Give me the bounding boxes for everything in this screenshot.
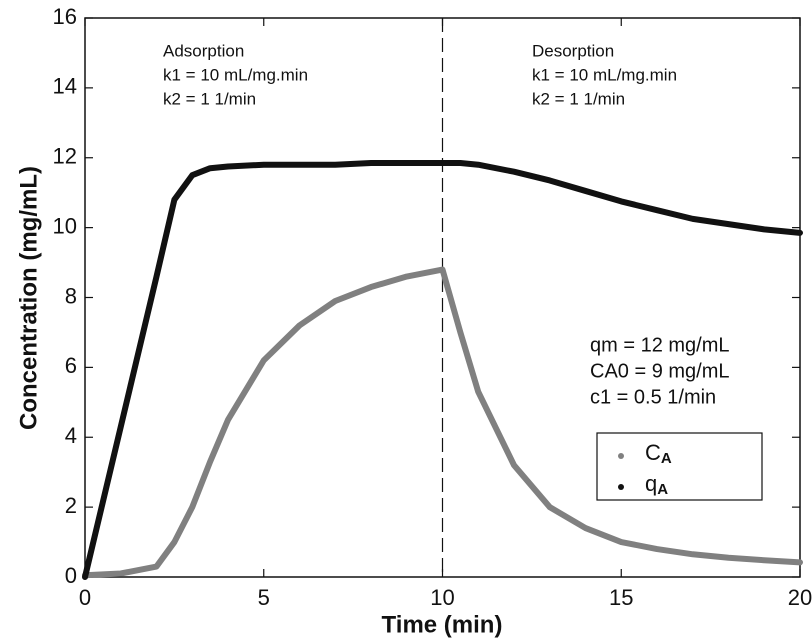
y-tick-label: 2 [65, 493, 77, 518]
x-tick-label: 0 [79, 585, 91, 610]
annotation: Desorption [532, 41, 614, 60]
x-axis-title: Time (min) [382, 611, 503, 638]
x-tick-label: 10 [430, 585, 454, 610]
legend-label: qA [645, 471, 668, 498]
legend-label: CA [645, 440, 672, 467]
annotation: k2 = 1 1/min [532, 89, 625, 108]
series-line [82, 266, 803, 579]
legend-box [596, 432, 763, 501]
x-tick-label: 5 [258, 585, 270, 610]
x-tick-label: 20 [788, 585, 812, 610]
legend-marker [618, 453, 624, 459]
annotation: k1 = 10 mL/mg.min [163, 65, 308, 84]
annotation: c1 = 0.5 1/min [590, 386, 716, 408]
annotation: CA0 = 9 mg/mL [590, 360, 730, 382]
annotation: Adsorption [163, 41, 244, 60]
legend-label-sub: A [661, 450, 672, 467]
y-tick-label: 8 [65, 283, 77, 308]
y-tick-label: 16 [53, 4, 77, 29]
legend-label-sub: A [657, 481, 668, 498]
legend-marker [618, 484, 624, 490]
annotation: qm = 12 mg/mL [590, 334, 730, 356]
annotation: k1 = 10 mL/mg.min [532, 65, 677, 84]
y-tick-label: 10 [53, 213, 77, 238]
annotation: k2 = 1 1/min [163, 89, 256, 108]
series-line [82, 159, 803, 580]
y-tick-label: 4 [65, 423, 77, 448]
y-tick-label: 14 [53, 74, 77, 99]
y-tick-label: 12 [53, 144, 77, 169]
y-tick-label: 0 [65, 563, 77, 588]
legend-label-main: q [645, 471, 657, 496]
y-axis-title: Concentration (mg/mL) [15, 166, 42, 430]
y-tick-label: 6 [65, 353, 77, 378]
legend-label-main: C [645, 440, 661, 465]
x-tick-label: 15 [609, 585, 633, 610]
